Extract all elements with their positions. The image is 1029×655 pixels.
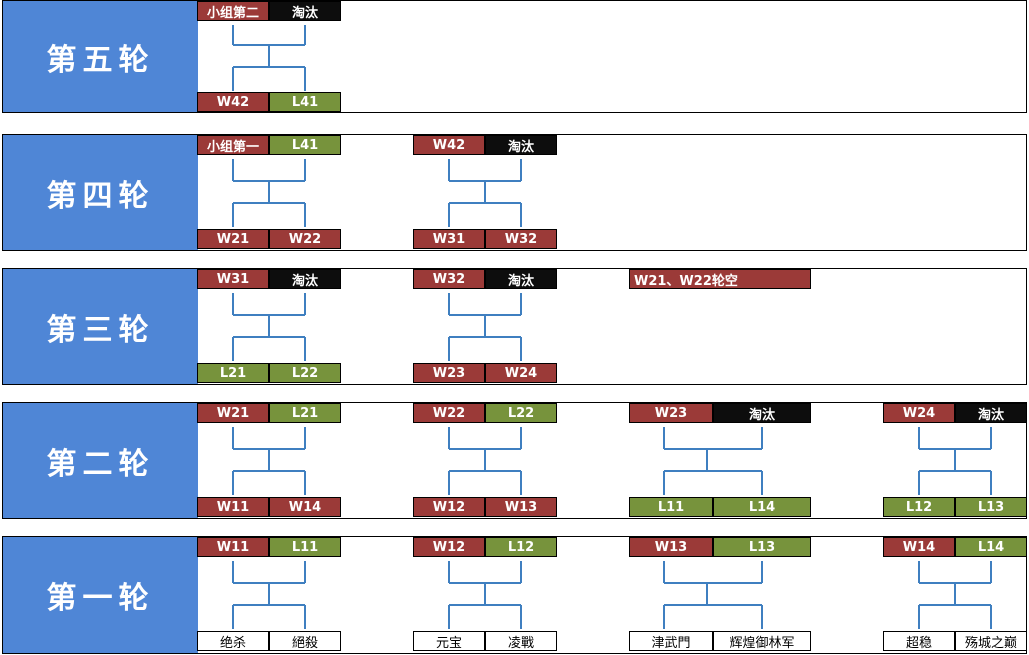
match-slot: W11 [197,497,269,517]
match-slot: 淘汰 [485,269,557,289]
match-slot: 小组第二 [197,1,269,21]
match-slot: L14 [713,497,811,517]
match-slot: W23 [413,363,485,383]
match-slot: W13 [485,497,557,517]
match-slot: W31 [197,269,269,289]
match-slot: W14 [269,497,341,517]
team-name: 凌戰 [485,631,557,651]
bracket-connector [663,427,763,495]
match-slot: W22 [269,229,341,249]
match-slot: W24 [485,363,557,383]
match-slot: L13 [955,497,1027,517]
match-slot: W32 [485,229,557,249]
match-slot: W22 [413,403,485,423]
match-slot: W11 [197,537,269,557]
bracket-connector [232,25,306,91]
match-slot: 淘汰 [269,1,341,21]
match-slot: W31 [413,229,485,249]
bracket-connector [448,159,522,227]
team-name: 辉煌御林军 [713,631,811,651]
round-label: 第三轮 [3,269,198,384]
bracket-connector [663,561,763,629]
round-label: 第四轮 [3,135,198,250]
match-slot: L11 [269,537,341,557]
match-slot: L11 [629,497,713,517]
match-slot: L14 [955,537,1027,557]
bracket-connector [918,427,992,495]
match-slot: W21 [197,229,269,249]
round-5: 第五轮 [2,0,1027,113]
match-slot: W13 [629,537,713,557]
match-slot: L12 [883,497,955,517]
match-slot: W12 [413,537,485,557]
team-name: 津武門 [629,631,713,651]
match-slot: 淘汰 [955,403,1027,423]
match-slot: W24 [883,403,955,423]
match-slot: L21 [269,403,341,423]
team-name: 殇城之巅 [955,631,1027,651]
match-slot: W32 [413,269,485,289]
match-slot: 淘汰 [485,135,557,155]
team-name: 绝杀 [197,631,269,651]
round-label: 第五轮 [3,1,198,112]
bracket-connector [918,561,992,629]
bye-note: W21、W22轮空 [629,269,811,289]
match-slot: L21 [197,363,269,383]
match-slot: L41 [269,92,341,112]
team-name: 元宝 [413,631,485,651]
bracket-connector [448,427,522,495]
match-slot: L41 [269,135,341,155]
match-slot: W42 [197,92,269,112]
team-name: 超稳 [883,631,955,651]
match-slot: W12 [413,497,485,517]
match-slot: W21 [197,403,269,423]
match-slot: L22 [485,403,557,423]
match-slot: 淘汰 [269,269,341,289]
match-slot: W23 [629,403,713,423]
match-slot: 淘汰 [713,403,811,423]
bracket-connector [448,561,522,629]
bracket-connector [232,561,306,629]
bracket-connector [232,427,306,495]
round-label: 第二轮 [3,403,198,518]
bracket-connector [232,293,306,361]
bracket-connector [448,293,522,361]
match-slot: L22 [269,363,341,383]
round-label: 第一轮 [3,537,198,653]
match-slot: W42 [413,135,485,155]
match-slot: L13 [713,537,811,557]
match-slot: L12 [485,537,557,557]
bracket-connector [232,159,306,227]
team-name: 絕殺 [269,631,341,651]
match-slot: 小组第一 [197,135,269,155]
match-slot: W14 [883,537,955,557]
